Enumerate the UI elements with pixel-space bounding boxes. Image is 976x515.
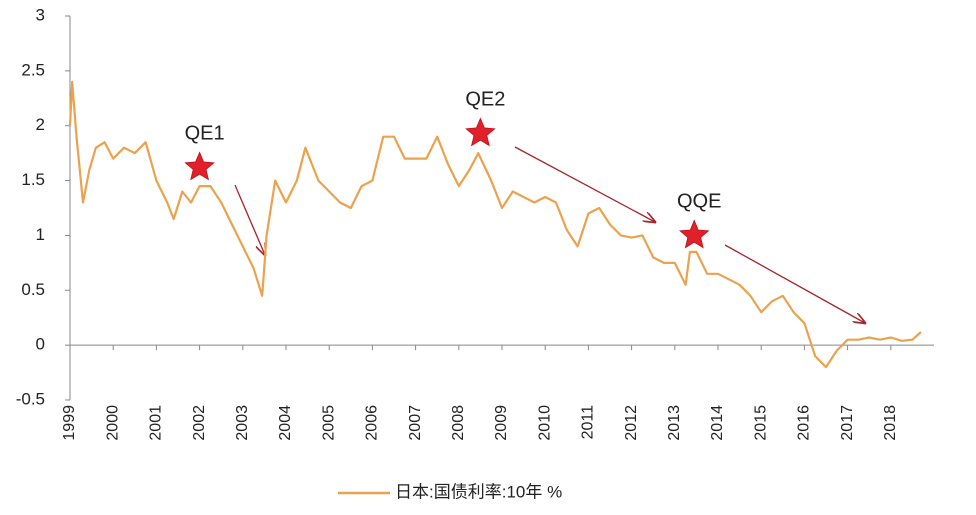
x-tick-label: 2000 <box>104 405 121 441</box>
arrow <box>724 244 865 323</box>
y-tick-label: 2.5 <box>21 60 45 79</box>
x-tick-label: 2008 <box>450 405 467 441</box>
y-tick-label: 0.5 <box>21 280 45 299</box>
x-tick-label: 1999 <box>61 405 78 441</box>
y-tick-label: 2 <box>36 115 45 134</box>
annotation-star <box>465 117 496 147</box>
x-tick-label: 2009 <box>493 405 510 441</box>
x-tick-label: 2007 <box>407 405 424 441</box>
x-tick-label: 2003 <box>234 405 251 441</box>
annotation-star <box>184 151 215 181</box>
y-tick-label: 3 <box>36 5 45 24</box>
y-tick-label: 0 <box>36 335 45 354</box>
y-tick-label: 1.5 <box>21 170 45 189</box>
x-tick-label: 2005 <box>320 405 337 441</box>
x-tick-label: 2001 <box>148 405 165 441</box>
x-tick-label: 2018 <box>882 405 899 441</box>
series-line <box>68 80 922 369</box>
x-tick-label: 2006 <box>364 405 381 441</box>
x-tick-label: 2002 <box>191 405 208 441</box>
x-tick-label: 2010 <box>536 405 553 441</box>
annotation-star <box>679 219 710 249</box>
y-tick-label: 1 <box>36 225 45 244</box>
legend-label: 日本:国债利率:10年 % <box>395 482 562 501</box>
x-tick-label: 2012 <box>623 405 640 441</box>
x-tick-label: 2004 <box>277 405 294 441</box>
y-tick-label: -0.5 <box>16 389 45 408</box>
arrow <box>234 184 265 255</box>
x-tick-label: 2014 <box>709 405 726 441</box>
annotation-label: QE2 <box>465 89 505 111</box>
arrow <box>514 146 655 222</box>
x-tick-label: 2011 <box>580 405 597 440</box>
x-tick-label: 2016 <box>796 405 813 441</box>
x-tick-label: 2015 <box>752 405 769 441</box>
annotation-label: QE1 <box>185 123 225 145</box>
x-tick-label: 2017 <box>839 405 856 441</box>
x-tick-label: 2013 <box>666 405 683 441</box>
annotation-label: QQE <box>677 191 721 213</box>
